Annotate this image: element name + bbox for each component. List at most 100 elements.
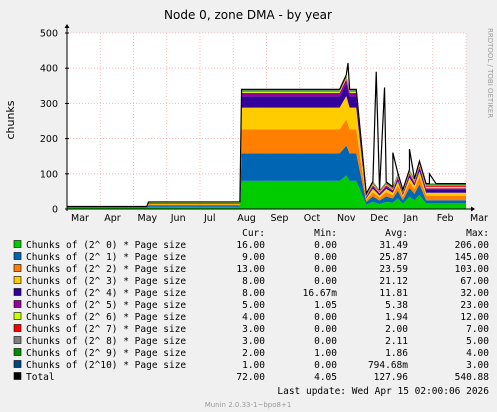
- rrdtool-watermark: RRDTOOL / TOBI OETIKER: [486, 28, 494, 118]
- legend-value-max: 67.00: [460, 276, 489, 287]
- legend-value-avg: 1.86: [385, 348, 408, 359]
- legend-swatch: [13, 372, 22, 380]
- x-tick-label: Mar: [470, 213, 488, 224]
- y-tick-label: 200: [40, 134, 58, 145]
- legend-value-min: 1.00: [314, 348, 337, 359]
- legend-series-name: Chunks of (2^ 1) * Page size: [26, 252, 186, 263]
- legend-value-max: 540.88: [455, 372, 490, 383]
- axes: 0 100 200 300 400 500 Mar Apr May Jun Jul Aug Sep Oct…: [40, 24, 488, 224]
- y-axis-arrow: [64, 24, 70, 28]
- legend-header: Max:: [466, 228, 489, 239]
- legend-series-name: Chunks of (2^ 0) * Page size: [26, 240, 186, 251]
- legend-value-cur: 9.00: [242, 252, 265, 263]
- legend-header: Min:: [314, 228, 337, 239]
- x-tick-label: Apr: [104, 213, 121, 224]
- legend-value-max: 4.00: [466, 348, 489, 359]
- legend-value-max: 206.00: [455, 240, 490, 251]
- legend-value-avg: 5.38: [385, 300, 408, 311]
- legend-value-min: 0.00: [314, 324, 337, 335]
- legend-swatch: [13, 360, 22, 368]
- legend-value-max: 5.00: [466, 336, 489, 347]
- x-tick-label: Jan: [403, 213, 419, 224]
- legend-value-max: 103.00: [455, 264, 490, 275]
- legend-value-avg: 31.49: [379, 240, 408, 251]
- total-line: [67, 62, 466, 208]
- y-tick-label: 0: [52, 205, 58, 216]
- legend-value-avg: 2.11: [385, 336, 408, 347]
- legend-value-min: 0.00: [314, 360, 337, 371]
- legend-swatch: [13, 264, 22, 272]
- legend-value-max: 3.00: [466, 360, 489, 371]
- x-tick-label: Jul: [203, 213, 215, 224]
- legend-series-name: Chunks of (2^ 3) * Page size: [26, 276, 186, 287]
- x-tick-label: Feb: [437, 213, 454, 224]
- total-series: [67, 62, 466, 208]
- legend-value-min: 0.00: [314, 312, 337, 323]
- legend-value-max: 12.00: [460, 312, 489, 323]
- legend-value-avg: 127.96: [374, 372, 409, 383]
- legend-series-name: Chunks of (2^ 5) * Page size: [26, 300, 186, 311]
- legend-value-max: 32.00: [460, 288, 489, 299]
- legend-swatch: [13, 276, 22, 284]
- legend-swatch: [13, 240, 22, 248]
- legend-series-name: Chunks of (2^ 7) * Page size: [26, 324, 186, 335]
- area-series-3: [67, 96, 466, 207]
- legend-value-avg: 1.94: [385, 312, 408, 323]
- legend-value-cur: 5.00: [242, 300, 265, 311]
- legend-value-max: 145.00: [455, 252, 490, 263]
- legend-value-cur: 4.00: [242, 312, 265, 323]
- legend-value-max: 7.00: [466, 324, 489, 335]
- legend-value-avg: 794.68m: [368, 360, 408, 371]
- legend-value-min: 0.00: [314, 276, 337, 287]
- legend-value-cur: 8.00: [242, 276, 265, 287]
- legend-value-min: 0.00: [314, 264, 337, 275]
- legend-value-min: 0.00: [314, 336, 337, 347]
- legend-value-cur: 72.00: [236, 372, 265, 383]
- legend-value-min: 16.67m: [303, 288, 338, 299]
- legend-value-min: 4.05: [314, 372, 337, 383]
- legend-value-avg: 11.81: [379, 288, 408, 299]
- legend-value-avg: 2.00: [385, 324, 408, 335]
- x-tick-label: May: [138, 213, 158, 224]
- x-tick-label: Mar: [71, 213, 89, 224]
- chart-title: Node 0, zone DMA - by year: [164, 8, 332, 22]
- x-tick-label: Oct: [304, 213, 321, 224]
- legend-series-name: Chunks of (2^ 4) * Page size: [26, 288, 186, 299]
- legend-value-min: 0.00: [314, 240, 337, 251]
- legend-series-name: Chunks of (2^ 6) * Page size: [26, 312, 186, 323]
- legend-value-cur: 1.00: [242, 360, 265, 371]
- legend: Cur: Min: Avg: Max: Chunks of (2^ 0) * Page …: [13, 228, 490, 383]
- legend-value-max: 23.00: [460, 300, 489, 311]
- legend-value-min: 0.00: [314, 252, 337, 263]
- legend-series-name: Chunks of (2^ 9) * Page size: [26, 348, 186, 359]
- legend-series-name: Total: [26, 372, 55, 383]
- legend-series-name: Chunks of (2^ 2) * Page size: [26, 264, 186, 275]
- legend-value-cur: 16.00: [236, 240, 265, 251]
- legend-swatch: [13, 288, 22, 296]
- legend-series-name: Chunks of (2^10) * Page size: [26, 360, 186, 371]
- y-tick-label: 500: [40, 29, 58, 40]
- x-tick-label: Jun: [170, 213, 186, 224]
- x-tick-label: Nov: [337, 213, 356, 224]
- legend-swatch: [13, 300, 22, 308]
- legend-value-cur: 13.00: [236, 264, 265, 275]
- legend-value-avg: 21.12: [379, 276, 408, 287]
- area-series-2: [67, 119, 466, 208]
- legend-swatch: [13, 336, 22, 344]
- legend-value-avg: 23.59: [379, 264, 408, 275]
- last-update-text: Last update: Wed Apr 15 02:00:06 2026: [277, 386, 489, 397]
- x-tick-label: Dec: [370, 213, 388, 224]
- y-axis-label: chunks: [4, 100, 17, 139]
- x-axis-arrow: [471, 206, 475, 212]
- legend-swatch: [13, 348, 22, 356]
- legend-series-name: Chunks of (2^ 8) * Page size: [26, 336, 186, 347]
- y-tick-label: 100: [40, 169, 58, 180]
- legend-value-cur: 3.00: [242, 324, 265, 335]
- legend-value-avg: 25.87: [379, 252, 408, 263]
- area-series-0: [67, 175, 466, 209]
- legend-swatch: [13, 252, 22, 260]
- x-tick-label: Aug: [237, 213, 256, 224]
- y-tick-label: 300: [40, 99, 58, 110]
- y-tick-label: 400: [40, 64, 58, 75]
